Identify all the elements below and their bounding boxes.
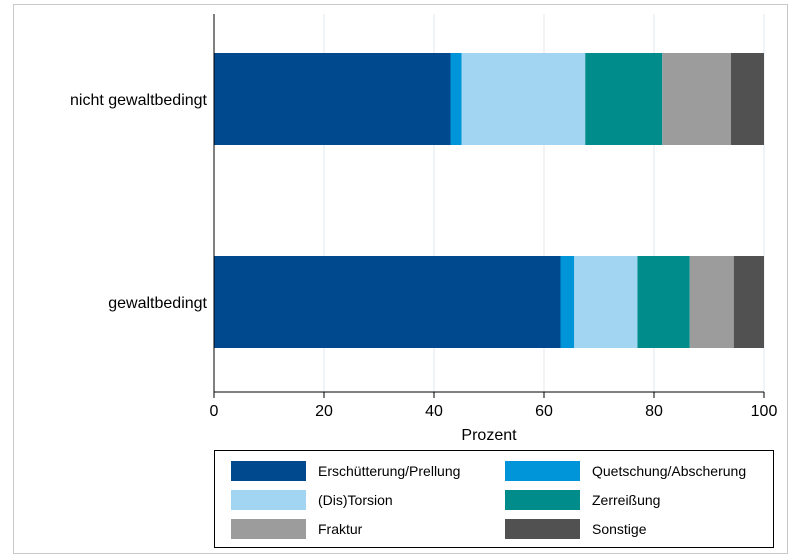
legend-label: Sonstige <box>592 521 647 537</box>
legend-item: Zerreißung <box>505 489 660 511</box>
x-tick-label: 100 <box>751 403 778 420</box>
bar-segment <box>461 53 586 145</box>
category-labels: nicht gewaltbedingt gewaltbedingt <box>70 92 208 312</box>
legend-item: Quetschung/Abscherung <box>505 460 746 482</box>
bar-segment <box>731 53 764 145</box>
x-tick-label: 20 <box>315 403 333 420</box>
x-tick-label: 40 <box>425 403 443 420</box>
legend-swatch <box>231 519 306 539</box>
bar-segment <box>637 256 690 348</box>
legend-swatch <box>231 461 306 481</box>
legend-swatch <box>505 519 580 539</box>
bar-segment <box>450 53 462 145</box>
bar-segment <box>662 53 731 145</box>
legend-item: Sonstige <box>505 518 646 540</box>
category-label: gewaltbedingt <box>108 295 207 312</box>
legend-item: Erschütterung/Prellung <box>231 460 460 482</box>
bar-segment <box>214 53 451 145</box>
x-tick-label: 80 <box>645 403 663 420</box>
legend-swatch <box>505 461 580 481</box>
legend-label: Zerreißung <box>592 492 661 508</box>
x-axis-title: Prozent <box>461 427 517 444</box>
legend-swatch <box>231 490 306 510</box>
x-tick-label: 0 <box>210 403 219 420</box>
category-label: nicht gewaltbedingt <box>70 92 208 109</box>
legend-label: (Dis)Torsion <box>318 492 393 508</box>
legend-swatch <box>505 490 580 510</box>
bar-segment <box>560 256 575 348</box>
legend: Erschütterung/Prellung Quetschung/Abscher… <box>214 450 774 548</box>
bar-segment <box>214 256 561 348</box>
bar-segment <box>733 256 764 348</box>
legend-item: (Dis)Torsion <box>231 489 393 511</box>
bars <box>214 53 764 348</box>
legend-item: Fraktur <box>231 518 362 540</box>
legend-label: Erschütterung/Prellung <box>318 463 461 479</box>
legend-label: Quetschung/Abscherung <box>592 463 747 479</box>
x-ticks: 0 20 40 60 80 100 <box>210 392 778 420</box>
legend-label: Fraktur <box>318 521 363 537</box>
x-tick-label: 60 <box>535 403 553 420</box>
axes <box>213 14 764 393</box>
bar-segment <box>689 256 734 348</box>
bar-segment <box>574 256 638 348</box>
bar-segment <box>585 53 663 145</box>
